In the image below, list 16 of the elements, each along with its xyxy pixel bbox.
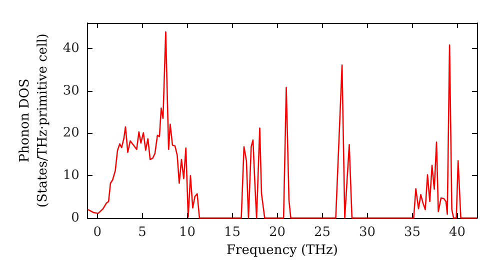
x-tick-label: 20	[269, 225, 286, 240]
x-tick-label: 10	[179, 225, 196, 240]
y-tick-label: 20	[62, 126, 80, 141]
x-tick-label: 15	[224, 225, 241, 240]
x-axis-title: Frequency (THz)	[226, 242, 338, 258]
x-tick-label: 35	[404, 225, 420, 240]
x-tick-label: 40	[448, 225, 466, 240]
y-tick-label: 0	[71, 210, 80, 226]
y-axis-title: Phonon DOS (States/THz·primitive cell)	[18, 33, 50, 208]
x-tick-label: 5	[138, 225, 146, 240]
x-tick-label: 25	[314, 225, 331, 240]
y-tick-label: 30	[62, 83, 80, 98]
y-tick-label: 40	[62, 40, 80, 56]
x-tick-label: 0	[93, 225, 102, 240]
y-tick-label: 10	[62, 168, 80, 184]
x-tick-label: 30	[358, 225, 376, 240]
